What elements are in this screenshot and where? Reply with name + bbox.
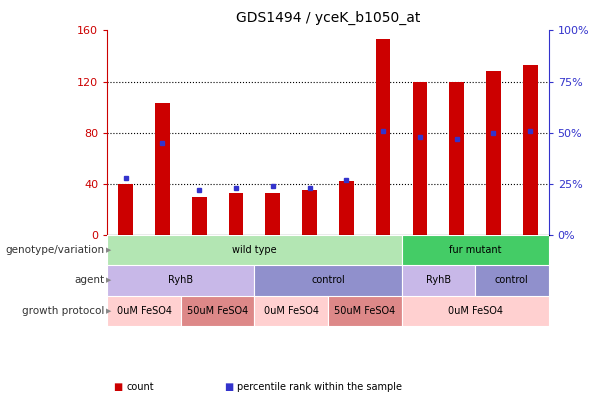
Bar (229, 193, 243, 235)
Bar (155, 103, 170, 235)
Text: fur mutant: fur mutant (449, 245, 501, 255)
Text: percentile rank within the sample: percentile rank within the sample (237, 382, 402, 392)
Text: ■: ■ (224, 382, 233, 392)
Bar (402, 265, 475, 296)
Text: control: control (311, 275, 345, 286)
Bar (328, 296, 402, 326)
Text: genotype/variation: genotype/variation (5, 245, 104, 255)
Bar (402, 296, 549, 326)
Text: growth protocol: growth protocol (22, 306, 104, 316)
Bar (118, 184, 133, 235)
Bar (265, 193, 280, 235)
Bar (486, 71, 501, 235)
Text: 50uM FeSO4: 50uM FeSO4 (334, 306, 395, 316)
Bar (302, 190, 317, 235)
Text: 50uM FeSO4: 50uM FeSO4 (187, 306, 248, 316)
Bar (475, 265, 549, 296)
Bar (107, 296, 181, 326)
Text: 0uM FeSO4: 0uM FeSO4 (447, 306, 503, 316)
Bar (413, 81, 427, 235)
Text: 0uM FeSO4: 0uM FeSO4 (264, 306, 319, 316)
Bar (192, 196, 207, 235)
Text: ■: ■ (113, 382, 123, 392)
Text: agent: agent (74, 275, 104, 286)
Bar (254, 265, 402, 296)
Text: ▶: ▶ (106, 247, 112, 253)
Title: GDS1494 / yceK_b1050_at: GDS1494 / yceK_b1050_at (236, 11, 420, 25)
Text: 0uM FeSO4: 0uM FeSO4 (116, 306, 172, 316)
Text: ▶: ▶ (106, 308, 112, 314)
Bar (107, 265, 254, 296)
Bar (376, 39, 390, 235)
Bar (107, 235, 402, 265)
Text: ▶: ▶ (106, 277, 112, 284)
Bar (402, 235, 549, 265)
Text: control: control (495, 275, 529, 286)
Text: wild type: wild type (232, 245, 276, 255)
Bar (254, 296, 328, 326)
Bar (449, 81, 464, 235)
Bar (523, 65, 538, 235)
Text: count: count (127, 382, 154, 392)
Text: RyhB: RyhB (169, 275, 193, 286)
Text: RyhB: RyhB (426, 275, 451, 286)
Bar (339, 181, 354, 235)
Bar (181, 296, 254, 326)
